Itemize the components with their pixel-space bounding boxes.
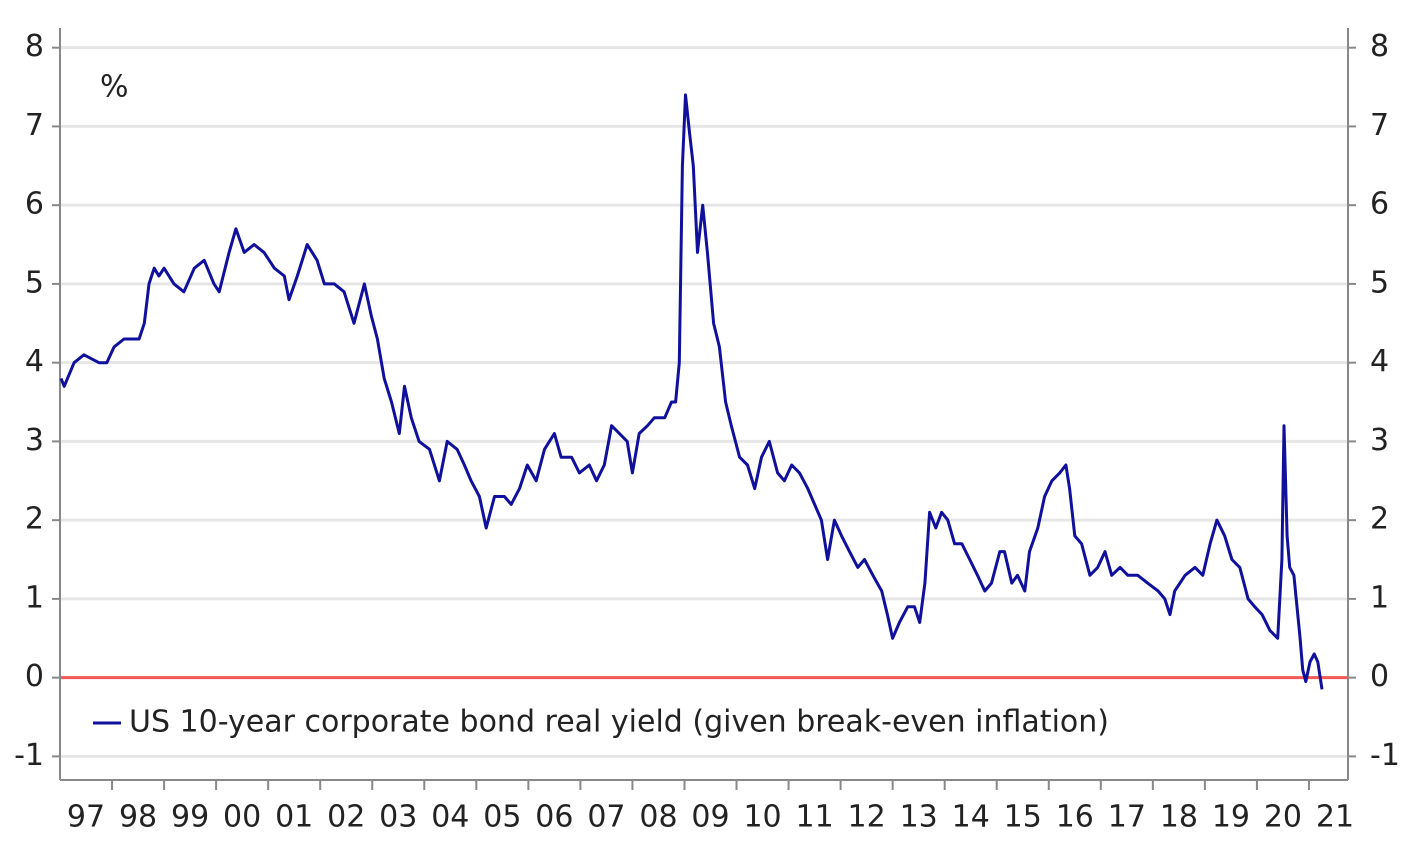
x-tick-label: 16 xyxy=(1056,800,1094,835)
y-tick-label: 1 xyxy=(25,580,44,615)
x-tick-label: 08 xyxy=(639,800,677,835)
y2-tick-label: 3 xyxy=(1370,423,1389,458)
legend-label: US 10-year corporate bond real yield (gi… xyxy=(129,705,1109,740)
x-tick-label: 11 xyxy=(795,800,833,835)
y-tick-label: 4 xyxy=(25,344,44,379)
x-tick-label: 97 xyxy=(67,800,105,835)
y2-tick-label: 8 xyxy=(1370,29,1389,64)
x-tick-label: 12 xyxy=(848,800,886,835)
x-tick-label: 00 xyxy=(223,800,261,835)
y-tick-label: 7 xyxy=(25,108,44,143)
y-tick-label: 0 xyxy=(25,659,44,694)
x-tick-label: 02 xyxy=(327,800,365,835)
x-tick-label: 10 xyxy=(743,800,781,835)
x-tick-label: 05 xyxy=(483,800,521,835)
y-tick-label: -1 xyxy=(14,738,44,773)
x-tick-label: 09 xyxy=(691,800,729,835)
x-tick-label: 17 xyxy=(1108,800,1146,835)
x-tick-label: 20 xyxy=(1264,800,1302,835)
data-line xyxy=(59,93,1324,690)
x-tick-label: 03 xyxy=(379,800,417,835)
x-tick-label: 07 xyxy=(587,800,625,835)
x-tick-label: 99 xyxy=(171,800,209,835)
x-tick-label: 06 xyxy=(535,800,573,835)
y2-tick-label: 0 xyxy=(1370,659,1389,694)
y-tick-label: 5 xyxy=(25,265,44,300)
y-tick-label: 2 xyxy=(25,502,44,537)
y2-tick-label: 1 xyxy=(1370,580,1389,615)
x-tick-label: 14 xyxy=(952,800,990,835)
y-tick-label: 6 xyxy=(25,187,44,222)
y2-tick-label: 6 xyxy=(1370,187,1389,222)
y-tick-label: 8 xyxy=(25,29,44,64)
x-tick-label: 19 xyxy=(1212,800,1250,835)
y-tick-label: 3 xyxy=(25,423,44,458)
x-tick-label: 98 xyxy=(119,800,157,835)
x-tick-label: 01 xyxy=(275,800,313,835)
x-tick-label: 04 xyxy=(431,800,469,835)
x-tick-label: 13 xyxy=(900,800,938,835)
x-tick-label: 21 xyxy=(1316,800,1354,835)
x-tick-label: 15 xyxy=(1004,800,1042,835)
y2-tick-label: -1 xyxy=(1370,738,1400,773)
x-tick-label: 18 xyxy=(1160,800,1198,835)
y2-tick-label: 5 xyxy=(1370,265,1389,300)
y2-tick-label: 7 xyxy=(1370,108,1389,143)
y2-tick-label: 4 xyxy=(1370,344,1389,379)
y2-tick-label: 2 xyxy=(1370,502,1389,537)
y-unit-label: % xyxy=(100,70,129,105)
